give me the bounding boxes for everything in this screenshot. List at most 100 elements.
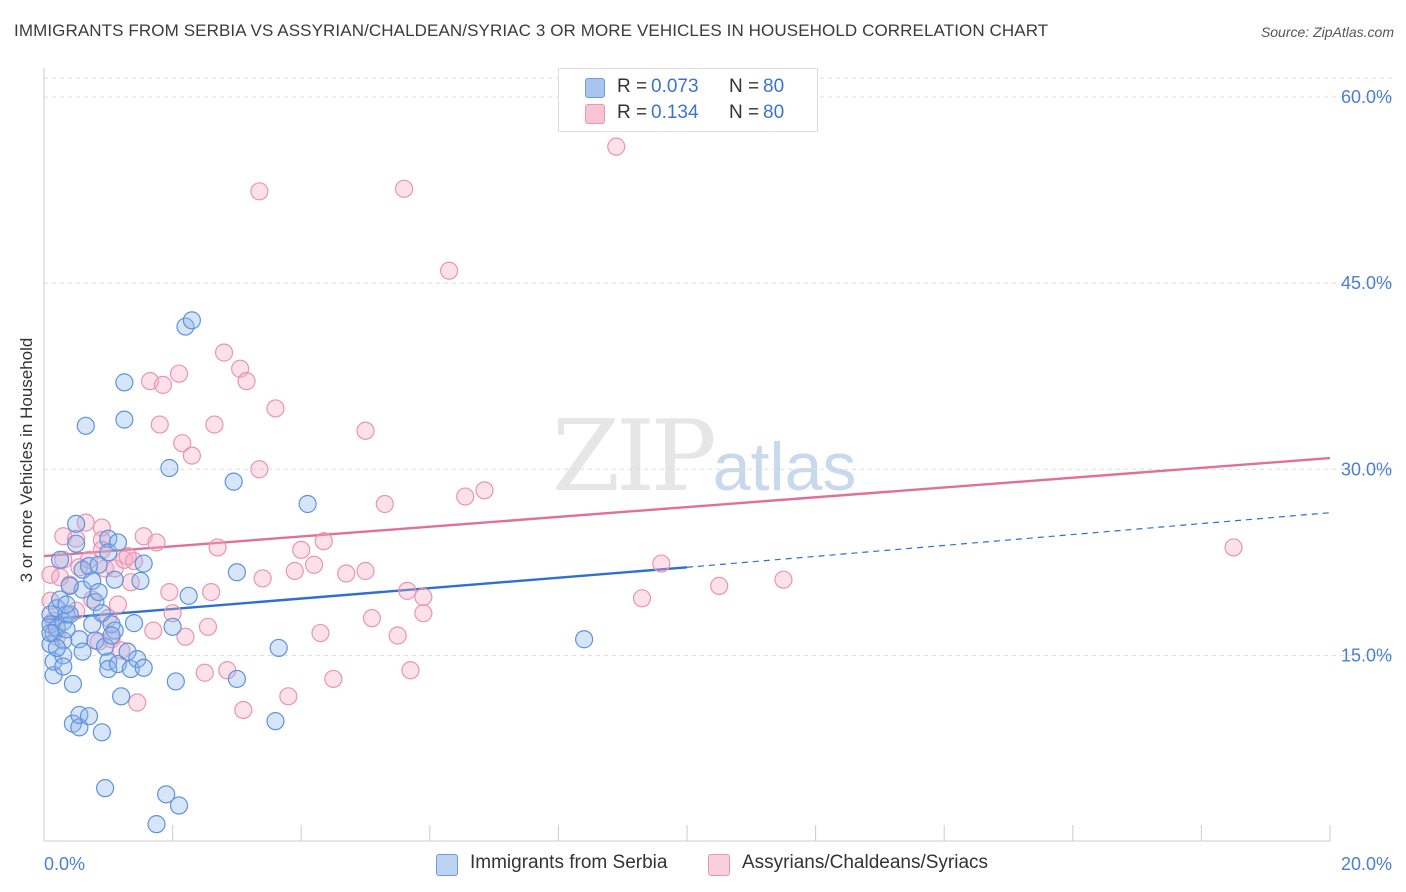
y-tick-label: 45.0% <box>1341 273 1392 293</box>
point-serbia <box>105 621 124 640</box>
point-assyrian <box>173 434 192 453</box>
point-serbia <box>54 657 73 676</box>
point-assyrian <box>182 446 201 465</box>
point-serbia <box>147 815 166 834</box>
bottom-legend-label-serbia: Immigrants from Serbia <box>470 852 668 873</box>
point-serbia <box>57 595 76 614</box>
axis-layer <box>43 68 1331 842</box>
point-serbia <box>60 576 79 595</box>
point-serbia <box>227 563 246 582</box>
point-assyrian <box>205 415 224 434</box>
point-assyrian <box>128 693 147 712</box>
point-serbia <box>89 555 108 574</box>
point-serbia <box>67 534 86 553</box>
point-assyrian <box>169 364 189 383</box>
point-serbia <box>47 638 66 658</box>
point-assyrian <box>176 627 195 646</box>
legend-n-label: N = <box>729 102 760 123</box>
point-serbia <box>179 586 198 605</box>
point-assyrian <box>324 669 343 689</box>
point-serbia <box>83 571 102 591</box>
point-serbia <box>99 659 118 679</box>
point-assyrian <box>195 663 214 682</box>
point-assyrian <box>304 555 324 574</box>
point-serbia <box>99 529 118 548</box>
legend-r-label: R = <box>617 102 648 123</box>
point-assyrian <box>292 540 311 560</box>
watermark-zip: ZIP <box>552 400 717 514</box>
point-assyrian <box>83 590 102 609</box>
point-serbia <box>105 570 124 589</box>
point-assyrian <box>388 626 407 645</box>
point-assyrian <box>362 609 382 628</box>
point-serbia <box>169 796 189 815</box>
point-serbia <box>108 533 128 552</box>
point-serbia <box>89 582 108 602</box>
point-assyrian <box>356 561 375 581</box>
point-assyrian <box>234 700 253 720</box>
point-assyrian <box>314 532 333 551</box>
point-serbia <box>112 687 131 706</box>
point-assyrian <box>160 582 179 602</box>
point-assyrian <box>79 550 99 569</box>
trendline-assyrian <box>43 456 1331 558</box>
trend-layer <box>43 456 1331 621</box>
point-serbia <box>50 550 70 569</box>
point-assyrian <box>401 661 420 680</box>
point-serbia <box>76 416 95 435</box>
point-serbia <box>92 723 111 742</box>
point-serbia <box>160 458 179 478</box>
y-tick-label: 60.0% <box>1341 87 1392 107</box>
point-serbia <box>115 410 134 429</box>
watermark: ZIPatlas <box>552 400 856 514</box>
points-layer <box>41 137 1243 834</box>
point-serbia <box>44 652 63 671</box>
point-assyrian <box>266 399 285 418</box>
tick-label-layer: 15.0% 30.0% 45.0% 60.0% 0.0% 20.0% <box>44 87 1392 874</box>
point-serbia <box>95 637 115 656</box>
point-serbia <box>63 674 83 694</box>
point-serbia <box>99 543 118 562</box>
point-assyrian <box>198 617 218 636</box>
point-serbia <box>118 642 137 661</box>
point-serbia <box>224 472 243 491</box>
legend-n-value: 80 <box>763 102 785 123</box>
point-assyrian <box>475 481 494 500</box>
point-assyrian <box>250 182 269 201</box>
point-assyrian <box>414 587 433 607</box>
point-assyrian <box>394 179 414 198</box>
point-assyrian <box>652 554 671 573</box>
point-assyrian <box>375 494 394 514</box>
point-assyrian <box>439 261 459 280</box>
point-serbia <box>131 571 150 591</box>
x-tick-label: 0.0% <box>44 854 85 874</box>
source-label: Source: ZipAtlas.com <box>1260 24 1394 40</box>
point-serbia <box>70 705 89 725</box>
point-assyrian <box>279 687 298 706</box>
point-serbia <box>163 617 182 636</box>
y-axis-label: 3 or more Vehicles in Household <box>17 337 36 583</box>
point-assyrian <box>632 589 652 608</box>
point-assyrian <box>1224 538 1243 557</box>
trendline-serbia <box>43 566 688 621</box>
point-serbia <box>166 672 185 691</box>
bottom-legend-swatch-serbia <box>436 854 458 876</box>
point-assyrian <box>356 421 375 440</box>
point-assyrian <box>147 533 166 552</box>
point-serbia <box>269 638 288 658</box>
bottom-legend-swatch-assyrian <box>708 854 730 876</box>
legend-n-value: 80 <box>763 76 785 97</box>
point-serbia <box>121 659 140 679</box>
legend-r-label: R = <box>617 76 648 97</box>
point-assyrian <box>250 460 269 479</box>
point-serbia <box>86 592 105 612</box>
point-assyrian <box>456 487 475 506</box>
point-serbia <box>67 514 86 533</box>
point-assyrian <box>208 538 227 557</box>
point-assyrian <box>710 576 729 595</box>
point-serbia <box>182 311 201 330</box>
point-serbia <box>60 605 79 624</box>
point-serbia <box>134 554 153 573</box>
point-assyrian <box>153 375 173 394</box>
legend-swatch-serbia <box>585 78 605 98</box>
